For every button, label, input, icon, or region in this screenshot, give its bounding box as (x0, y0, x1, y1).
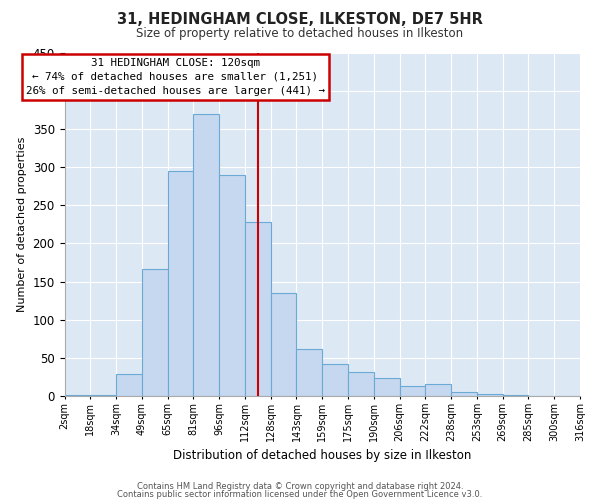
Bar (219, 174, 245, 396)
Bar (271, 293, 296, 396)
Text: 31, HEDINGHAM CLOSE, ILKESTON, DE7 5HR: 31, HEDINGHAM CLOSE, ILKESTON, DE7 5HR (117, 12, 483, 28)
Bar (374, 378, 400, 396)
Bar (167, 171, 193, 396)
Bar (90, 394, 116, 396)
Bar (477, 394, 503, 396)
Bar (322, 364, 348, 396)
Bar (245, 222, 271, 396)
Bar (400, 386, 425, 396)
Bar (142, 270, 167, 396)
Bar (296, 349, 322, 396)
Bar (425, 384, 451, 396)
Bar (348, 372, 374, 396)
Text: Size of property relative to detached houses in Ilkeston: Size of property relative to detached ho… (136, 28, 464, 40)
Text: Contains public sector information licensed under the Open Government Licence v3: Contains public sector information licen… (118, 490, 482, 499)
Bar (193, 114, 219, 396)
Bar (116, 374, 142, 396)
Bar (451, 392, 477, 396)
Bar (503, 394, 529, 396)
X-axis label: Distribution of detached houses by size in Ilkeston: Distribution of detached houses by size … (173, 450, 472, 462)
Text: 31 HEDINGHAM CLOSE: 120sqm
← 74% of detached houses are smaller (1,251)
26% of s: 31 HEDINGHAM CLOSE: 120sqm ← 74% of deta… (26, 58, 325, 96)
Y-axis label: Number of detached properties: Number of detached properties (17, 136, 27, 312)
Text: Contains HM Land Registry data © Crown copyright and database right 2024.: Contains HM Land Registry data © Crown c… (137, 482, 463, 491)
Bar (65, 394, 90, 396)
